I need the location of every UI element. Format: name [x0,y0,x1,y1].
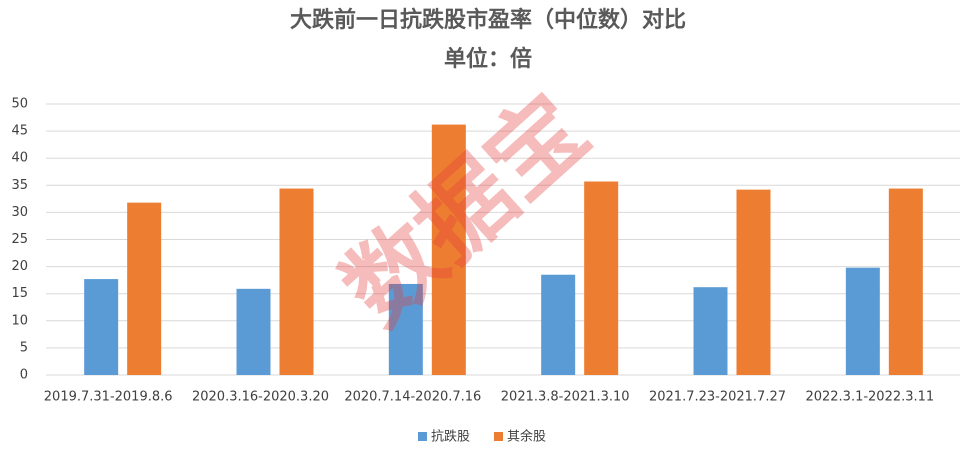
legend-swatch [418,432,427,441]
legend-label: 抗跌股 [431,429,470,445]
bar [388,283,423,375]
bar [541,274,576,375]
y-tick-label: 35 [11,178,28,193]
x-tick-label: 2021.3.8-2021.3.10 [501,390,630,405]
chart-subtitle: 单位：倍 [444,46,532,72]
y-tick-label: 0 [20,368,28,383]
bar [845,267,880,375]
y-tick-label: 5 [20,340,28,355]
y-tick-label: 40 [11,151,28,166]
legend-swatch [494,432,503,441]
legend-label: 其余股 [507,429,546,445]
bar [888,188,923,375]
y-tick-label: 15 [11,286,28,301]
y-tick-label: 45 [11,124,28,139]
x-tick-label: 2019.7.31-2019.8.6 [44,390,173,405]
y-tick-label: 10 [11,313,28,328]
bar [736,189,771,375]
y-tick-label: 20 [11,259,28,274]
bar [279,188,314,375]
y-tick-label: 50 [11,97,28,112]
x-tick-label: 2021.7.23-2021.7.27 [649,390,786,405]
bar [584,181,619,375]
bar [84,279,119,375]
bar [127,202,162,375]
x-tick-label: 2020.3.16-2020.3.20 [192,390,329,405]
x-tick-label: 2022.3.1-2022.3.11 [805,390,934,405]
chart-title: 大跌前一日抗跌股市盈率（中位数）对比 [290,7,686,33]
bar [236,288,271,375]
bar [693,287,728,375]
y-tick-label: 25 [11,232,28,247]
bar [431,124,466,375]
y-tick-label: 30 [11,205,28,220]
x-tick-label: 2020.7.14-2020.7.16 [344,390,481,405]
